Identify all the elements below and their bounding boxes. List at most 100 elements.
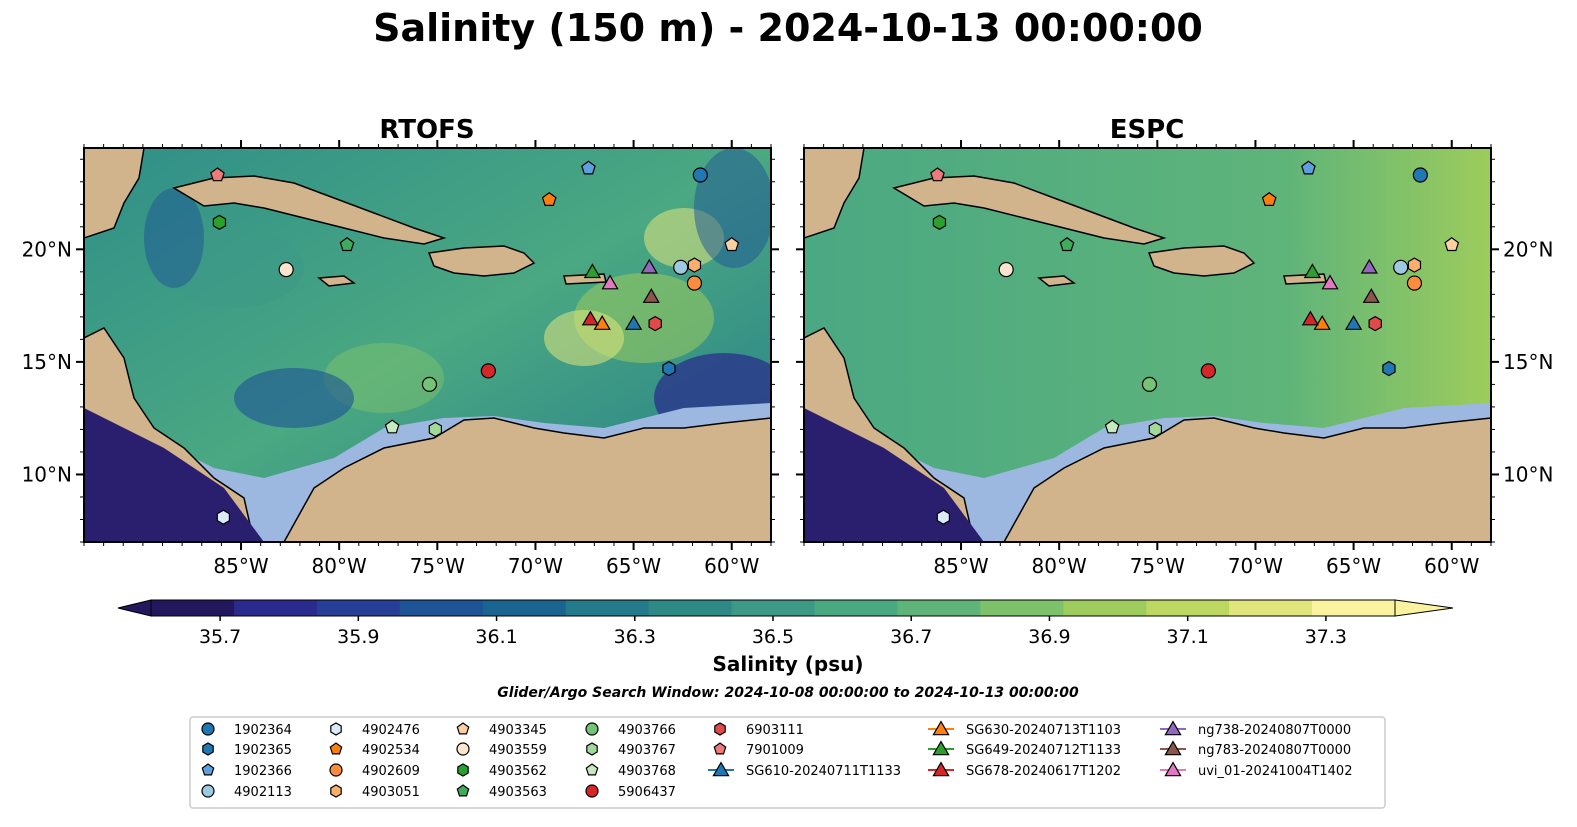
lon-tick-label: 85°W [933, 554, 988, 578]
legend-label: 4902609 [362, 764, 420, 779]
marker-4903562 [212, 214, 227, 230]
legend-marker-6903111 [714, 722, 726, 736]
colorbar-extend-high [1394, 599, 1454, 617]
marker-4903345 [1444, 237, 1460, 252]
colorbar-swatch [1312, 600, 1396, 616]
land-puerto-rico-rtofs [563, 273, 607, 285]
legend-label: 4903563 [489, 785, 547, 800]
legend-label: 6903111 [746, 723, 804, 738]
legend-label: 4903767 [618, 743, 676, 758]
legend-marker-4903563 [456, 784, 470, 797]
legend-label: uvi_01-20241004T1402 [1198, 764, 1352, 779]
legend-label: 5906437 [618, 785, 676, 800]
marker-4903051 [1407, 257, 1422, 273]
marker-4903766 [1141, 376, 1158, 392]
lon-tick-label: 70°W [1228, 554, 1283, 578]
marker-5906437 [1200, 363, 1216, 379]
colorbar-tick-label: 37.3 [1305, 626, 1347, 648]
land-hispaniola-espc [1147, 245, 1256, 277]
legend-marker-4903768 [585, 763, 599, 776]
marker-uvi_01-20241004T1402 [1321, 274, 1339, 290]
marker-4903563 [1059, 237, 1075, 252]
legend-label: 7901009 [746, 743, 804, 758]
legend-marker-ng738-20240807T0000 [1164, 720, 1182, 736]
marker-4902476 [936, 509, 951, 525]
colorbar-extend-low [117, 599, 152, 617]
legend-label: 4903559 [489, 743, 547, 758]
land-pacific-rtofs [84, 408, 264, 542]
lon-tick-label: 60°W [704, 554, 759, 578]
marker-4902609 [686, 275, 703, 291]
legend-label: ng783-20240807T0000 [1198, 743, 1351, 758]
lon-tick-label: 65°W [606, 554, 661, 578]
marker-4902609 [1406, 275, 1423, 291]
lon-tick-label: 80°W [312, 554, 367, 578]
legend-label: 4903768 [618, 764, 676, 779]
land-puerto-rico-espc [1283, 273, 1327, 285]
colorbar-swatch [648, 600, 733, 616]
marker-SG630-20240713T1103 [593, 315, 611, 330]
legend-label: 1902366 [234, 764, 292, 779]
marker-ng738-20240807T0000 [1360, 258, 1378, 274]
marker-ng738-20240807T0000 [640, 258, 658, 274]
legend-label: 4903562 [489, 764, 547, 779]
marker-4903766 [421, 376, 438, 392]
colorbar: 35.7 35.9 36.1 36.3 36.5 36.7 36.9 37.1 37.3 [117, 599, 1454, 648]
markers-espc [930, 160, 1460, 525]
marker-SG610-20240711T1133 [1344, 315, 1363, 330]
marker-SG630-20240713T1103 [1313, 315, 1331, 330]
lat-tick-label: 15°N [1503, 350, 1553, 374]
legend-marker-1902365 [202, 742, 214, 756]
marker-4902476 [216, 509, 230, 525]
legend-label: 4902113 [234, 785, 292, 800]
legend-label: 4902534 [362, 743, 420, 758]
marker-SG610-20240711T1133 [624, 315, 643, 330]
land-espc [804, 148, 1491, 542]
marker-ng783-20240807T0000 [642, 287, 660, 303]
lon-tick-label: 85°W [213, 554, 268, 578]
panel-frame-espc [803, 147, 1492, 543]
panel-frame-rtofs [83, 147, 772, 543]
legend-box [189, 716, 1386, 809]
marker-1902364 [1412, 167, 1428, 183]
colorbar-swatch [399, 600, 484, 616]
land-cuba-espc [892, 175, 1167, 245]
legend-label: 1902364 [234, 723, 292, 738]
marker-4903768 [384, 419, 400, 434]
marker-7901009 [210, 167, 225, 182]
marker-1902365 [662, 360, 676, 377]
marker-4903345 [724, 237, 740, 252]
legend-marker-SG649-20240712T1133 [932, 740, 950, 756]
salinity-eddies-rtofs [144, 148, 771, 443]
legend-marker-SG610-20240711T1133 [712, 761, 730, 777]
legend-label: 1902365 [234, 743, 292, 758]
land-rtofs [84, 148, 771, 542]
land-pacific-espc [804, 408, 984, 542]
legend-marker-1902366 [201, 763, 215, 776]
colorbar-swatch [980, 600, 1064, 616]
land-hispaniola-rtofs [427, 245, 536, 277]
colorbar-tick-label: 37.1 [1167, 626, 1209, 648]
colorbar-swatch [151, 600, 235, 616]
legend-marker-uvi_01-20241004T1402 [1164, 761, 1182, 777]
colorbar-tick-label: 36.9 [1028, 626, 1070, 648]
colorbar-tick-label: 35.7 [199, 626, 241, 648]
legend-label: 4903766 [618, 723, 676, 738]
legend: 1902364 1902365 1902366 4902113 4902476 49025… [201, 720, 1352, 800]
legend-marker-4902113 [201, 784, 215, 798]
legend-marker-4903767 [586, 742, 598, 756]
legend-label: 4902476 [362, 723, 420, 738]
land-cuba-rtofs [172, 175, 447, 245]
legend-marker-ng783-20240807T0000 [1164, 740, 1182, 756]
colorbar-swatch [565, 600, 650, 616]
land-south-america-rtofs [283, 417, 771, 542]
legend-marker-4902476 [330, 722, 342, 736]
colorbar-tick-label: 36.1 [475, 626, 517, 648]
marker-4902534 [541, 192, 557, 206]
legend-label: 4903051 [362, 785, 420, 800]
legend-marker-4902534 [329, 742, 343, 755]
legend-label: SG649-20240712T1133 [966, 743, 1121, 758]
legend-label: SG678-20240617T1202 [966, 764, 1121, 779]
marker-6903111 [648, 315, 662, 332]
